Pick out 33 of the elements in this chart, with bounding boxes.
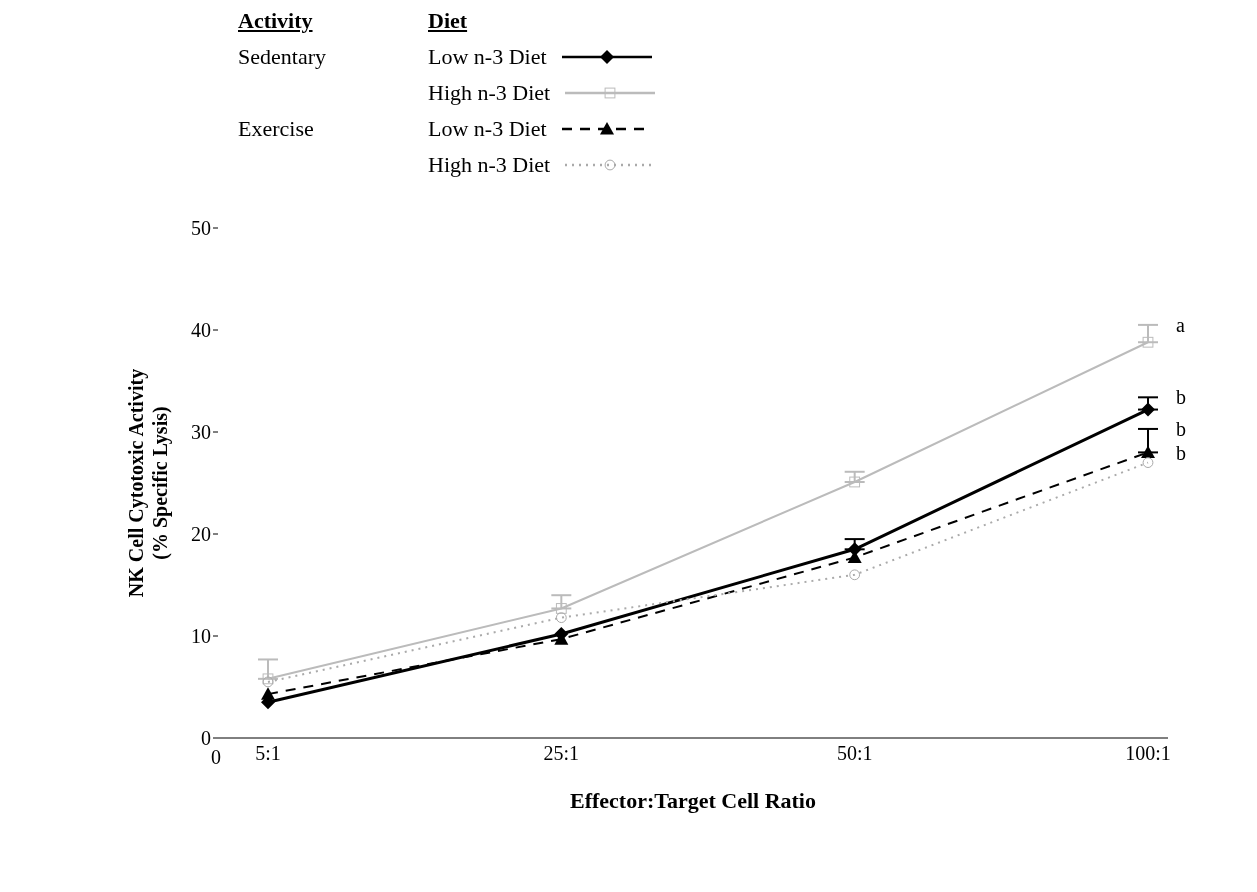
annotation: b [1176, 418, 1186, 441]
text: Diet [428, 8, 469, 34]
annotation: a [1176, 314, 1185, 336]
y-tick-label: 50 [191, 217, 211, 240]
x-tick-label: 5:1 [255, 742, 281, 765]
x-tick-label: 50:1 [836, 742, 873, 765]
y-tick-label: 30 [191, 421, 211, 444]
y-tick-label: 0 [201, 727, 211, 750]
legend-label: High n-3 Diet [428, 80, 551, 106]
point [1142, 457, 1154, 468]
x-axis-title: Effector:Target Cell Ratio [570, 788, 816, 813]
point [1141, 445, 1155, 458]
point [555, 612, 567, 624]
y-tick-label: 40 [191, 319, 211, 342]
legend-label: Low n-3 Diet [428, 44, 547, 70]
y-tick-label: 20 [191, 523, 211, 546]
y-tick-label: 10 [191, 625, 211, 648]
text: Activity [238, 8, 314, 34]
point [849, 569, 861, 581]
text: Sedentary [238, 44, 327, 70]
annotation: b [1176, 386, 1186, 409]
point [555, 603, 567, 614]
annotation: b [1176, 441, 1186, 464]
legend-label: High n-3 Diet [428, 152, 551, 178]
y-axis-title: NK Cell Cytotoxic Activity (% Specific Lysis) [125, 368, 172, 598]
text: Exercise [238, 116, 315, 142]
point [1141, 402, 1155, 417]
point [261, 687, 275, 700]
legend-label: Low n-3 Diet [428, 116, 547, 142]
x-tick-label: 100:1 [1125, 742, 1171, 765]
x-tick-label: 25:1 [543, 742, 580, 765]
point [1142, 336, 1154, 348]
point [849, 476, 861, 488]
